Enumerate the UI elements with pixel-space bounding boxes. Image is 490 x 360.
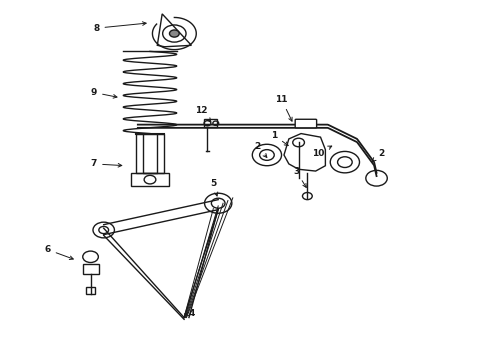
Text: 8: 8 bbox=[93, 22, 146, 33]
Circle shape bbox=[170, 30, 179, 37]
Text: 9: 9 bbox=[91, 88, 117, 98]
FancyBboxPatch shape bbox=[295, 119, 317, 128]
Text: 1: 1 bbox=[271, 131, 288, 145]
Text: 10: 10 bbox=[312, 146, 332, 158]
Text: 2: 2 bbox=[372, 149, 385, 161]
Text: 2: 2 bbox=[254, 141, 267, 157]
Text: 3: 3 bbox=[293, 167, 306, 188]
Text: 6: 6 bbox=[45, 245, 74, 260]
Text: 7: 7 bbox=[91, 159, 122, 168]
Text: 4: 4 bbox=[185, 310, 195, 319]
Text: 12: 12 bbox=[195, 106, 211, 122]
Text: 5: 5 bbox=[210, 179, 218, 196]
Text: 11: 11 bbox=[275, 95, 292, 121]
